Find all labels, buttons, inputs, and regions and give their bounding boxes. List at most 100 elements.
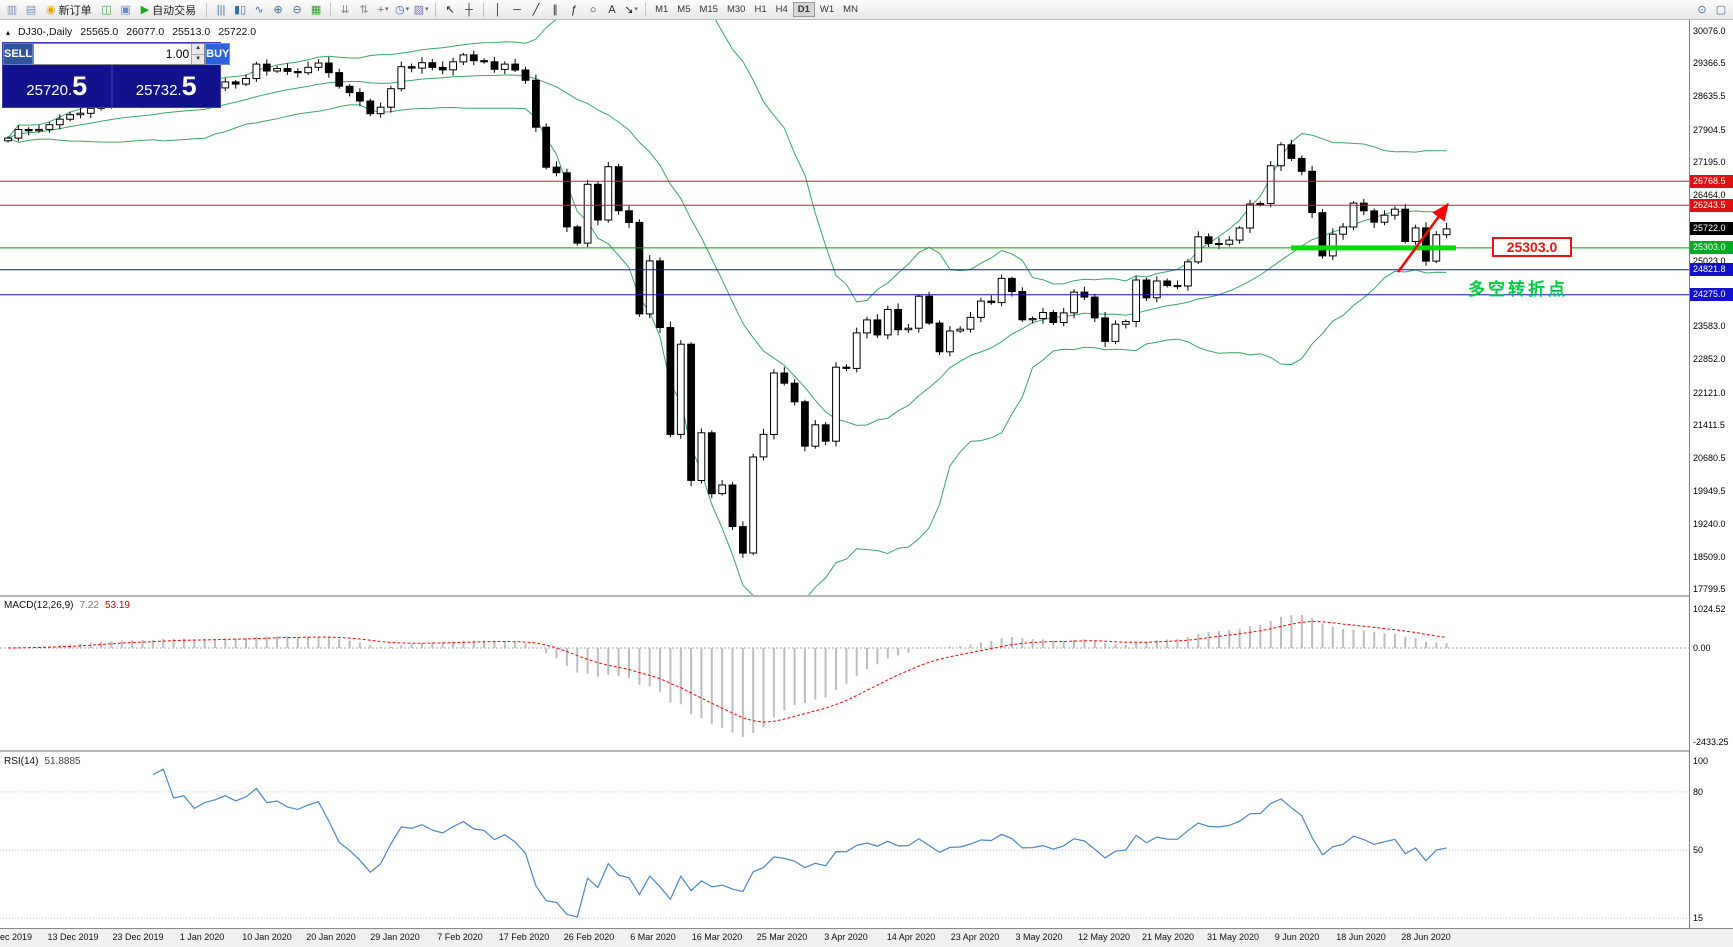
date-label: 23 Apr 2020: [950, 932, 1000, 942]
rsi-axis-label: 80: [1693, 787, 1704, 797]
data-window-icon-glyph: ⇊: [340, 3, 350, 16]
price-tick: 21411.5: [1693, 420, 1725, 430]
timeframe-h4-button[interactable]: H4: [775, 4, 788, 15]
cursor-icon[interactable]: ↖: [441, 2, 459, 18]
bar-chart-icon[interactable]: |||: [212, 2, 230, 18]
timeframe-m1-button[interactable]: M1: [655, 4, 669, 15]
grid-icon[interactable]: ▦: [307, 2, 325, 18]
arrows-icon-glyph: ↘: [624, 3, 634, 16]
chart-window-icon-glyph: ▥: [6, 3, 18, 16]
main-price-chart[interactable]: [0, 20, 1689, 595]
timeframe-m5-button[interactable]: M5: [677, 4, 691, 15]
macd-axis-label: -2433.25: [1693, 737, 1729, 747]
channel-icon-glyph: ∥: [552, 3, 558, 16]
fibonacci-icon[interactable]: ƒ: [565, 2, 583, 18]
channel-icon[interactable]: ∥: [546, 2, 564, 18]
trend-arrow[interactable]: [1396, 202, 1450, 273]
vertical-line-icon-glyph: │: [494, 3, 502, 16]
date-label: 28 Jun 2020: [1401, 932, 1451, 942]
window-list-icon[interactable]: ▢: [1712, 2, 1730, 18]
timeframe-h1-button[interactable]: H1: [754, 4, 767, 15]
volume-input[interactable]: [34, 44, 192, 64]
panel-divider[interactable]: [0, 750, 1733, 752]
dropdown-arrow-icon[interactable]: ▾: [405, 5, 410, 13]
data-window-icon[interactable]: ⇊: [336, 2, 354, 18]
price-tick: 30076.0: [1693, 26, 1726, 36]
autotrading-button[interactable]: ▶ 自动交易: [136, 2, 201, 18]
text-icon-glyph: A: [608, 3, 616, 16]
one-click-trading-panel: SELL ▲ ▼ BUY 25720. 5 25732. 5: [2, 42, 231, 108]
date-label: 23 Dec 2019: [112, 932, 164, 942]
line-chart-icon[interactable]: ∿: [250, 2, 268, 18]
candlestick-chart-icon[interactable]: ▮▯: [231, 2, 249, 18]
zoom-in-icon[interactable]: ⊕: [269, 2, 287, 18]
timeframe-m30-button[interactable]: M30: [726, 4, 746, 15]
date-label: 20 Jan 2020: [306, 932, 356, 942]
timeframe-m15-button[interactable]: M15: [699, 4, 718, 15]
price-tick: 22852.0: [1693, 354, 1726, 364]
crosshair-icon[interactable]: ┼: [460, 2, 478, 18]
vertical-line-icon[interactable]: │: [489, 2, 507, 18]
cursor-icon-glyph: ↖: [445, 3, 455, 16]
price-tick: 22121.0: [1693, 388, 1726, 398]
price-badge: 25722.0: [1690, 222, 1733, 235]
rsi-chart[interactable]: [0, 753, 1689, 928]
buy-price[interactable]: 25732. 5: [110, 65, 221, 107]
horizontal-lines[interactable]: [0, 180, 1689, 296]
trendline-icon[interactable]: ╱: [527, 2, 545, 18]
new-order-button[interactable]: ◉ 新订单: [41, 2, 97, 18]
profiles-icon[interactable]: ▤: [22, 2, 40, 18]
symbol-period-label: DJ30-,Daily: [18, 26, 73, 38]
turning-point-label[interactable]: 多空转折点: [1468, 280, 1568, 299]
indicator-list-icon[interactable]: ⇅: [355, 2, 373, 18]
price-badge: 24821.8: [1690, 263, 1733, 276]
price-tick: 28635.5: [1693, 91, 1726, 101]
timeframe-d1-button[interactable]: D1: [792, 2, 815, 17]
time-axis[interactable]: 5 Dec 2019 13 Dec 2019 23 Dec 2019 1 Jan 20…: [0, 928, 1733, 947]
rsi-axis-label: 15: [1693, 913, 1704, 923]
market-watch-icon[interactable]: ◫: [98, 2, 116, 18]
dropdown-arrow-icon[interactable]: ▾: [425, 5, 429, 13]
periodicity-icon[interactable]: ◷ ▾: [393, 2, 411, 18]
panel-divider[interactable]: [0, 595, 1733, 597]
price-tick: 17799.5: [1693, 584, 1726, 594]
horizontal-line-icon[interactable]: ─: [508, 2, 526, 18]
bar-chart-icon-glyph: |||: [216, 3, 226, 16]
date-label: 21 May 2020: [1141, 932, 1195, 942]
chart-window-icon[interactable]: ▥: [3, 2, 21, 18]
dropdown-arrow-icon[interactable]: ▾: [385, 5, 389, 13]
add-indicator-icon-glyph: +: [377, 3, 385, 16]
price-tick: 26464.0: [1693, 190, 1726, 200]
toolbar-separator: [645, 2, 647, 17]
volume-up-button[interactable]: ▲: [192, 44, 205, 54]
timeframe-mn-button[interactable]: MN: [843, 4, 858, 15]
price-axis[interactable]: 30076.0 29366.5 28635.5 27904.5 27195.0 26464…: [1689, 20, 1733, 928]
add-indicator-icon[interactable]: + ▾: [374, 2, 392, 18]
text-icon[interactable]: A: [603, 2, 621, 18]
arrows-icon[interactable]: ↘ ▾: [622, 2, 640, 18]
search-icon[interactable]: ⊙: [1693, 2, 1711, 18]
timeframe-w1-button[interactable]: W1: [819, 4, 835, 15]
sell-price[interactable]: 25720. 5: [26, 71, 88, 101]
zoom-out-icon[interactable]: ⊖: [288, 2, 306, 18]
macd-signal-line: [7, 620, 1447, 723]
dropdown-arrow-icon[interactable]: ▾: [634, 5, 638, 13]
profiles-icon-glyph: ▤: [25, 3, 37, 16]
volume-stepper: ▲ ▼: [191, 44, 205, 64]
chart-ohlc-header: ▴ DJ30-,Daily 25565.0 26077.0 25513.0 25…: [6, 26, 256, 38]
shapes-icon[interactable]: ○: [584, 2, 602, 18]
macd-chart[interactable]: [0, 598, 1689, 748]
date-label: 17 Feb 2020: [498, 932, 550, 942]
candles: [4, 50, 1451, 558]
volume-down-button[interactable]: ▼: [192, 53, 205, 64]
sell-button[interactable]: SELL: [3, 43, 34, 65]
price-tick: 27195.0: [1693, 157, 1726, 167]
buy-button[interactable]: BUY: [205, 43, 231, 65]
crosshair-icon-glyph: ┼: [465, 3, 473, 16]
price-annotation-box[interactable]: 25303.0: [1492, 237, 1572, 257]
navigator-icon[interactable]: ▣: [117, 2, 135, 18]
templates-icon[interactable]: ▨ ▾: [412, 2, 430, 18]
grid-icon-glyph: ▦: [310, 3, 322, 16]
price-tick: 23583.0: [1693, 321, 1726, 331]
macd-axis-label: 0.00: [1693, 643, 1711, 653]
